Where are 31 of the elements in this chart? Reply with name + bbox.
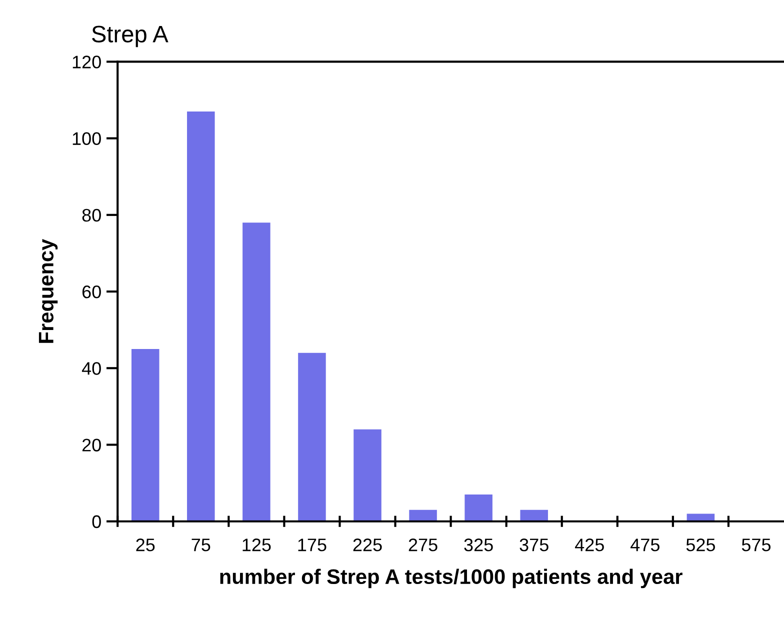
x-tick-label: 175 [298, 538, 326, 552]
bar [298, 352, 326, 522]
x-tick-label: 275 [408, 538, 438, 552]
bar [464, 494, 492, 522]
x-tick-label: 475 [630, 538, 660, 552]
x-tick-label: 25 [136, 538, 155, 552]
y-tick-label: 120 [72, 56, 101, 68]
x-tick-label: 425 [574, 538, 604, 552]
x-tick-label: 225 [353, 538, 382, 552]
y-tick-label: 60 [82, 285, 101, 298]
x-tick-label: 325 [464, 538, 493, 552]
x-tick-label: 575 [742, 538, 771, 552]
x-axis-title: number of Strep A tests/1000 patients and year [220, 568, 682, 588]
y-tick-label: 20 [82, 438, 101, 452]
chart-title: Strep A [92, 26, 168, 48]
bar [187, 111, 215, 522]
y-tick-label: 80 [82, 208, 101, 222]
y-axis-title: Frequency [38, 238, 58, 343]
bar [354, 429, 382, 522]
x-tick-label: 75 [192, 538, 210, 552]
x-tick-label: 375 [520, 538, 548, 552]
y-tick-label: 40 [82, 362, 101, 375]
bar [242, 222, 270, 522]
y-tick-label: 100 [72, 132, 101, 146]
bar [686, 514, 715, 522]
bar [409, 510, 437, 522]
y-tick-label: 0 [92, 515, 101, 528]
x-tick-label: 525 [686, 538, 716, 552]
bar [520, 510, 548, 522]
x-tick-label: 125 [242, 538, 271, 552]
bar [131, 348, 160, 522]
